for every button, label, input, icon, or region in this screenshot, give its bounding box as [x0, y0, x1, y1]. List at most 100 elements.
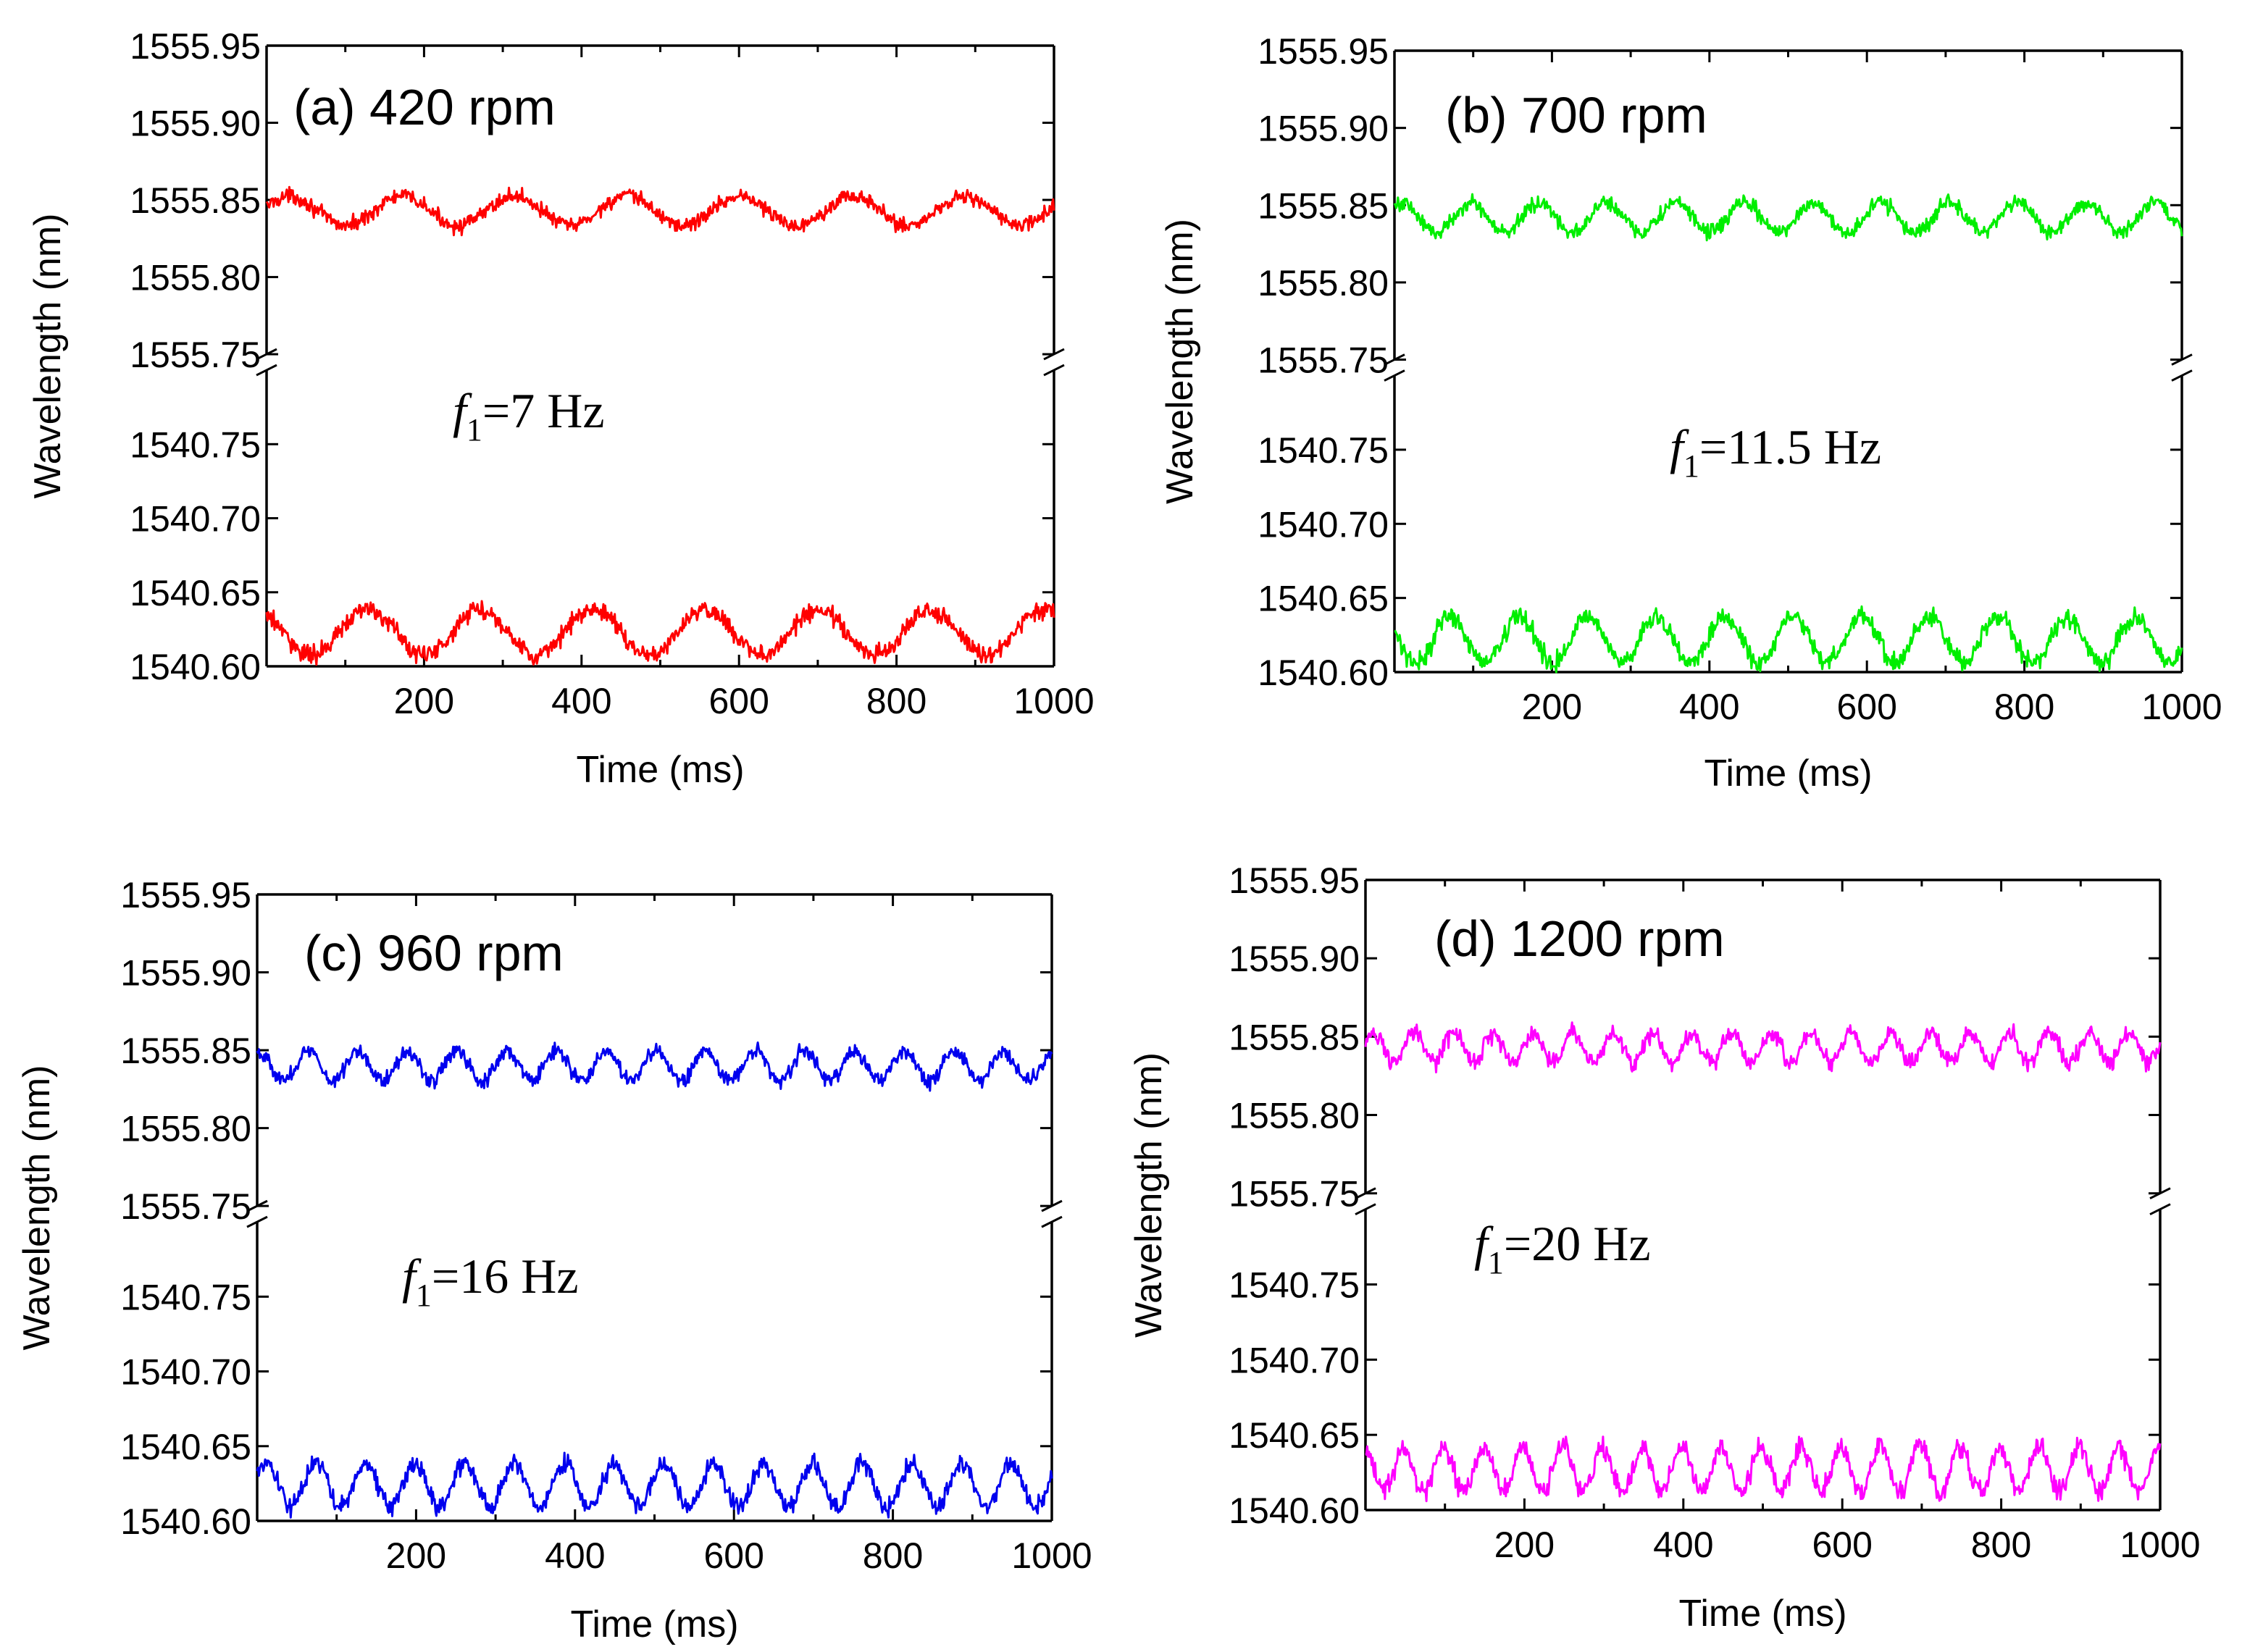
x-tick-label: 1000 — [1011, 1535, 1092, 1576]
y-tick-label: 1555.80 — [130, 258, 261, 298]
y-axis-title: Wavelength (nm) — [27, 214, 69, 499]
y-tick-label: 1555.75 — [120, 1186, 251, 1227]
x-tick-label: 400 — [1679, 687, 1739, 727]
x-axis-title: Time (ms) — [1678, 1593, 1846, 1635]
frequency-subscript: 1 — [1488, 1245, 1504, 1280]
y-tick-label: 1555.80 — [120, 1109, 251, 1149]
y-tick-label: 1555.85 — [130, 180, 261, 221]
axis-break-mark — [2149, 1203, 2171, 1216]
y-tick-label: 1555.90 — [130, 104, 261, 144]
y-tick-label: 1555.80 — [1229, 1096, 1360, 1136]
y-tick-label: 1555.90 — [120, 953, 251, 994]
y-tick-label: 1555.75 — [1229, 1174, 1360, 1215]
frequency-value: =11.5 Hz — [1699, 419, 1881, 474]
panel-title: (a) 420 rpm — [293, 79, 556, 135]
y-tick-label: 1555.75 — [130, 335, 261, 375]
series-line-lower — [1365, 1435, 2162, 1503]
axis-break-mark — [1384, 369, 1405, 382]
x-tick-label: 200 — [1494, 1525, 1555, 1565]
y-tick-label: 1555.75 — [1258, 340, 1389, 381]
x-tick-label: 400 — [545, 1535, 605, 1576]
x-tick-label: 1000 — [1013, 681, 1094, 721]
axis-break-mark — [1041, 1215, 1063, 1228]
x-axis-title: Time (ms) — [1704, 752, 1872, 794]
series-line-lower — [1394, 605, 2183, 674]
frequency-annotation: f1=20 Hz — [1474, 1216, 1651, 1280]
y-tick-label: 1555.85 — [1229, 1017, 1360, 1057]
y-axis-title: Wavelength (nm) — [1159, 219, 1201, 504]
y-tick-label: 1540.60 — [130, 647, 261, 687]
y-tick-label: 1555.90 — [1229, 939, 1360, 979]
x-tick-label: 200 — [1522, 687, 1582, 727]
frequency-subscript: 1 — [416, 1278, 432, 1313]
x-tick-label: 400 — [1653, 1525, 1713, 1565]
y-tick-label: 1540.65 — [1229, 1415, 1360, 1456]
y-tick-label: 1540.70 — [1229, 1340, 1360, 1380]
x-tick-label: 600 — [703, 1535, 764, 1576]
y-tick-label: 1540.75 — [120, 1277, 251, 1317]
frequency-subscript: 1 — [467, 412, 482, 448]
frequency-value: =7 Hz — [482, 383, 605, 438]
y-axis-title: Wavelength (nm) — [1128, 1052, 1170, 1338]
y-tick-label: 1540.65 — [130, 573, 261, 613]
y-axis-title: Wavelength (nm) — [16, 1065, 58, 1351]
series-line-upper — [1364, 1021, 2162, 1074]
axis-break-mark — [246, 1215, 268, 1228]
frequency-value: =20 Hz — [1504, 1216, 1651, 1271]
x-tick-label: 200 — [394, 681, 454, 721]
y-tick-label: 1540.70 — [120, 1352, 251, 1393]
axis-break-mark — [1043, 364, 1065, 377]
x-tick-label: 200 — [386, 1535, 446, 1576]
x-tick-label: 1000 — [2120, 1525, 2200, 1565]
y-tick-label: 1540.60 — [1229, 1490, 1360, 1531]
frequency-annotation: f1=11.5 Hz — [1670, 419, 1881, 484]
y-tick-label: 1555.80 — [1258, 263, 1389, 303]
x-tick-label: 1000 — [2141, 687, 2222, 727]
y-tick-label: 1540.60 — [120, 1501, 251, 1542]
x-tick-label: 600 — [1836, 687, 1896, 727]
axis-break-mark — [256, 364, 277, 377]
panel-title: (c) 960 rpm — [304, 925, 564, 981]
y-tick-label: 1540.65 — [120, 1427, 251, 1467]
y-tick-label: 1540.75 — [1258, 430, 1389, 471]
y-tick-label: 1540.60 — [1258, 653, 1389, 693]
series-line-upper — [265, 185, 1055, 237]
series-line-lower — [256, 1451, 1053, 1519]
x-axis-title: Time (ms) — [576, 749, 744, 791]
axis-break-mark — [2171, 369, 2193, 382]
frequency-annotation: f1=7 Hz — [453, 383, 605, 448]
x-tick-label: 800 — [1994, 687, 2054, 727]
panel-a: 200 400 600 800 1000 1555.75 1555.80 1555.85 155… — [27, 26, 1095, 791]
x-axis-title: Time (ms) — [570, 1603, 738, 1645]
y-tick-label: 1540.75 — [130, 424, 261, 465]
y-tick-label: 1555.90 — [1258, 109, 1389, 149]
y-tick-label: 1555.95 — [130, 26, 261, 67]
y-tick-label: 1555.95 — [120, 875, 251, 915]
series-line-upper — [256, 1041, 1053, 1092]
x-tick-label: 400 — [551, 681, 611, 721]
series-line-upper — [1393, 193, 2183, 242]
panel-c: 200 400 600 800 1000 1555.75 1555.80 1555.85 155… — [16, 875, 1092, 1645]
x-tick-label: 800 — [863, 1535, 923, 1576]
y-tick-label: 1555.95 — [1258, 31, 1389, 72]
y-tick-label: 1555.85 — [120, 1031, 251, 1071]
frequency-annotation: f1=16 Hz — [402, 1249, 579, 1313]
x-tick-label: 600 — [708, 681, 769, 721]
y-tick-label: 1540.70 — [1258, 504, 1389, 545]
panel-d: 200 400 600 800 1000 1555.75 1555.80 1555.85 155… — [1128, 860, 2201, 1635]
panel-title: (b) 700 rpm — [1445, 87, 1707, 143]
frequency-value: =16 Hz — [432, 1249, 579, 1304]
series-line-lower — [265, 600, 1055, 666]
panel-b: 200 400 600 800 1000 1555.75 1555.80 1555.85 155… — [1159, 31, 2222, 794]
y-tick-label: 1555.85 — [1258, 185, 1389, 226]
x-tick-label: 800 — [866, 681, 927, 721]
y-tick-label: 1540.75 — [1229, 1265, 1360, 1306]
panel-title: (d) 1200 rpm — [1434, 910, 1725, 967]
y-tick-label: 1555.95 — [1229, 860, 1360, 901]
y-tick-label: 1540.65 — [1258, 579, 1389, 619]
frequency-subscript: 1 — [1683, 448, 1699, 484]
axis-break-mark — [1355, 1203, 1376, 1216]
y-tick-label: 1540.70 — [130, 499, 261, 540]
x-tick-label: 800 — [1971, 1525, 2031, 1565]
